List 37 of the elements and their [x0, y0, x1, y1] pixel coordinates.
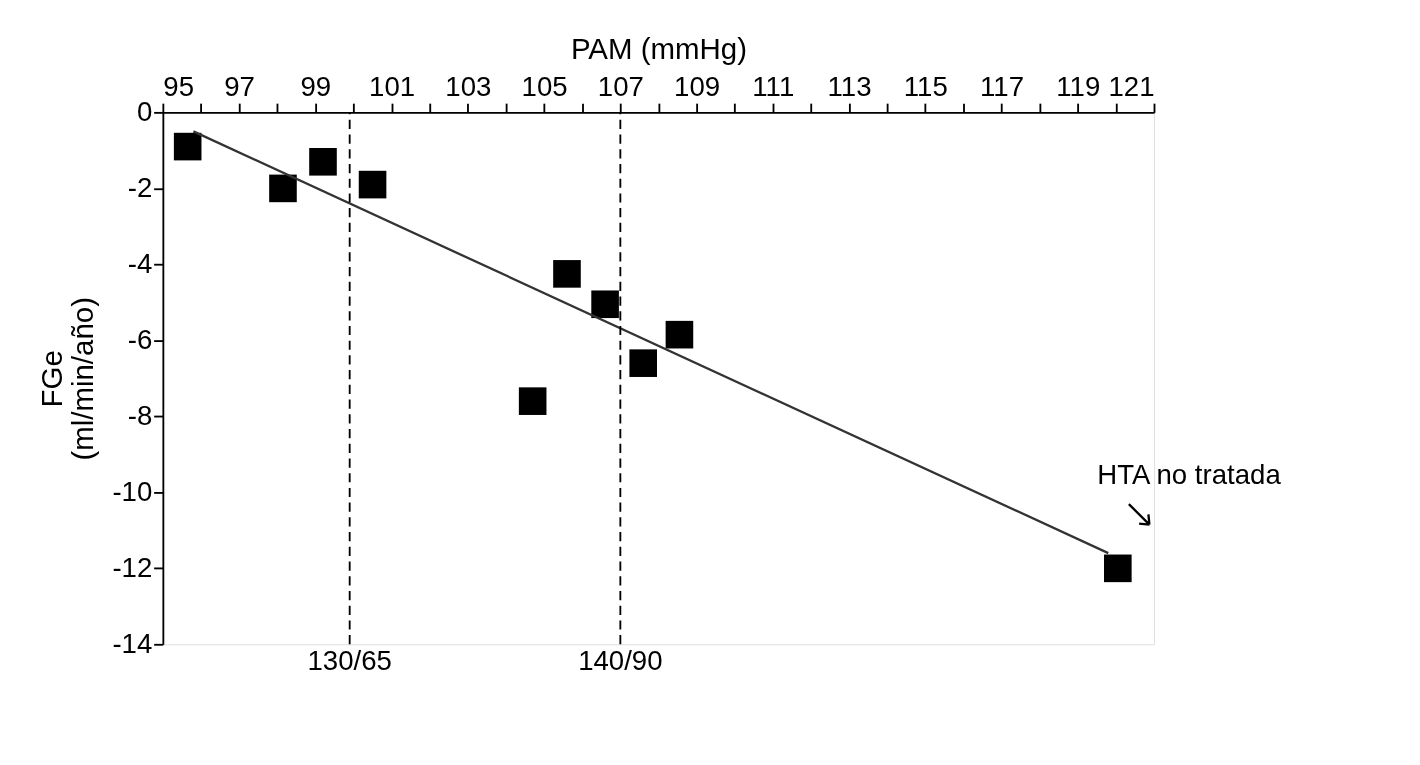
y-tick-label: -8 [127, 400, 153, 432]
x-tick-label: 121 [1108, 71, 1155, 103]
x-tick-label: 105 [521, 71, 568, 103]
y-tick-label: -10 [112, 476, 153, 508]
point [629, 349, 658, 377]
point [358, 170, 387, 199]
x-tick-label: 111 [752, 71, 795, 103]
x-tick-label: 95 [163, 71, 195, 103]
y-tick-label: -12 [112, 552, 153, 584]
x-tick-label: 99 [300, 71, 332, 103]
y-tick-label: -2 [127, 172, 153, 204]
x-tick-label: 101 [369, 71, 416, 103]
annotation: HTA no tratada [1097, 459, 1282, 491]
x-tick-label: 119 [1056, 71, 1101, 103]
annotation: 130/65 [307, 645, 392, 677]
point [518, 387, 547, 415]
point [1104, 554, 1132, 583]
y-tick-label: -4 [127, 248, 153, 280]
point [553, 260, 581, 288]
x-tick-label: 109 [674, 71, 721, 103]
y-tick-label: -14 [112, 628, 153, 660]
x-axis-title: PAM (mmHg) [570, 31, 747, 65]
point [269, 174, 297, 203]
annotation: 140/90 [578, 645, 663, 677]
point [591, 290, 619, 319]
x-tick-label: 103 [445, 71, 492, 103]
point [665, 320, 694, 349]
point [173, 132, 202, 161]
y-tick-label: 0 [136, 96, 153, 128]
x-tick-label: 117 [980, 71, 1025, 103]
y-axis-title: FGe (ml/min/año) [34, 297, 100, 461]
x-tick-label: 107 [597, 71, 644, 103]
x-tick-label: 115 [903, 71, 948, 103]
x-tick-label: 113 [827, 71, 872, 103]
point [309, 147, 337, 176]
x-tick-label: 97 [224, 71, 255, 103]
y-tick-label: -6 [127, 324, 153, 356]
